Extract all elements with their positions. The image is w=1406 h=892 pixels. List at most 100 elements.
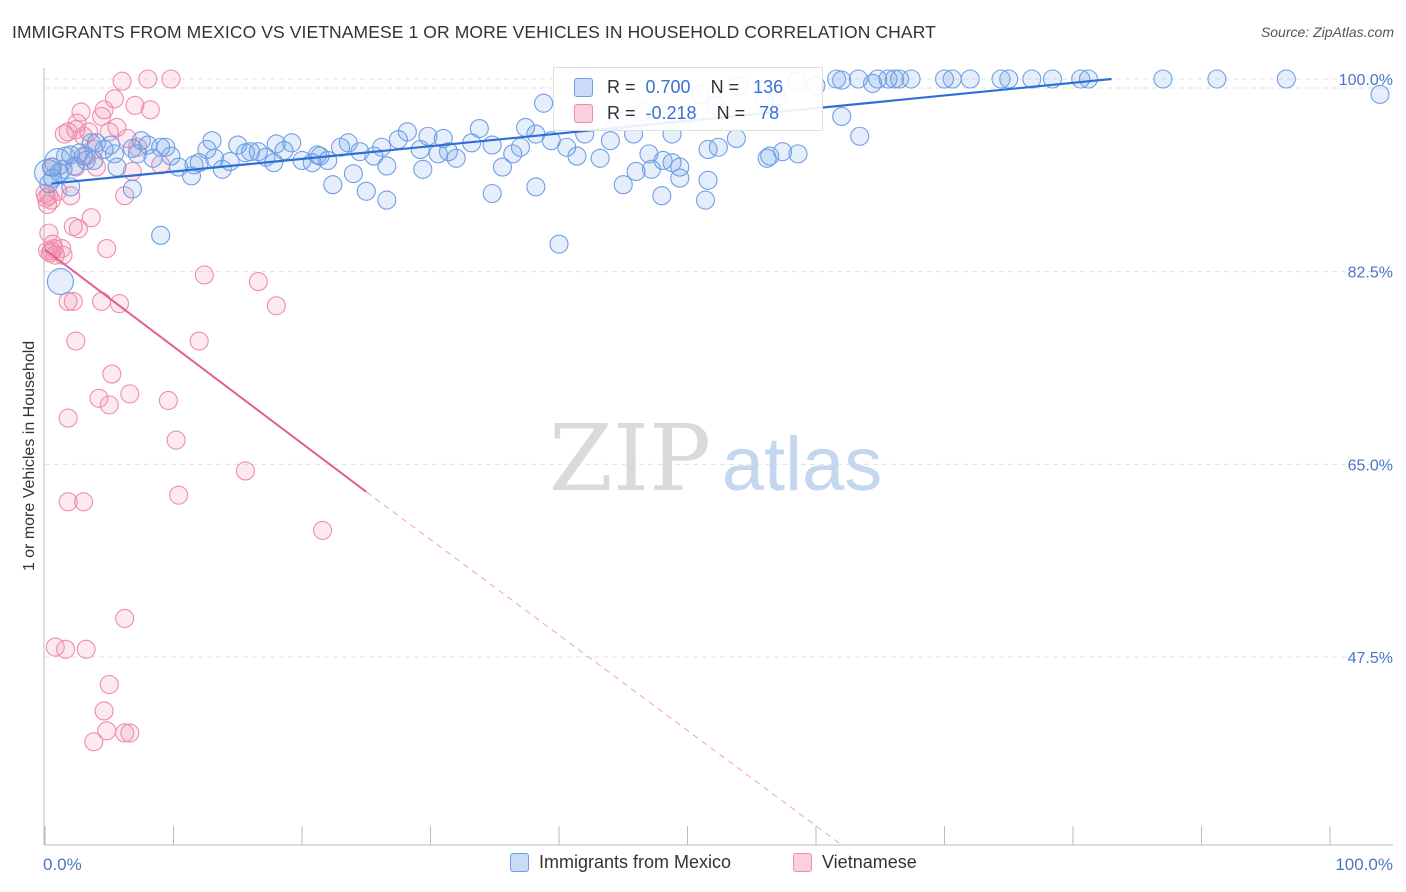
mexico-point xyxy=(590,148,610,168)
mexico-point xyxy=(418,126,438,146)
mexico-point xyxy=(482,183,502,204)
mexico-point xyxy=(503,144,523,164)
y-tick-label: 100.0% xyxy=(1339,72,1393,89)
vietnamese-point xyxy=(39,223,59,243)
mexico-point xyxy=(343,164,363,184)
vietnamese-point xyxy=(115,186,135,206)
vietnamese-point xyxy=(91,291,112,311)
vietnamese-point xyxy=(112,71,132,91)
vietnamese-point xyxy=(97,238,117,259)
mexico-point xyxy=(492,157,513,177)
vietnamese-point xyxy=(63,291,83,311)
mexico-point xyxy=(377,190,397,210)
mexico-point xyxy=(534,93,554,113)
mexico-point xyxy=(107,157,127,177)
mexico-point xyxy=(1207,69,1227,89)
mexico-point xyxy=(1276,69,1296,89)
n-label: N = xyxy=(710,76,740,97)
legend-item-vietnamese[interactable]: Vietnamese xyxy=(793,852,917,873)
r-value: 0.700 xyxy=(645,76,691,97)
mexico-point xyxy=(991,69,1011,89)
mexico-point xyxy=(884,69,904,89)
vietnamese-point xyxy=(158,390,178,411)
mexico-point xyxy=(726,128,746,149)
vietnamese-point xyxy=(169,485,189,505)
mexico-point xyxy=(1370,84,1390,104)
mexico-point xyxy=(868,69,888,89)
y-tick-label: 65.0% xyxy=(1348,457,1393,474)
stats-row-mexico: R = 0.700 N = 136 xyxy=(574,74,783,100)
vietnamese-point xyxy=(194,265,214,285)
mexico-point xyxy=(641,159,662,179)
vietnamese-trend-line xyxy=(44,248,367,493)
vietnamese-point xyxy=(68,219,88,239)
mexico-point xyxy=(613,175,633,195)
vietnamese-point xyxy=(120,384,140,404)
n-label: N = xyxy=(716,102,746,123)
vietnamese-point xyxy=(125,95,145,115)
mexico-point xyxy=(850,126,870,146)
mexico-point xyxy=(960,69,980,89)
vietnamese-point xyxy=(99,395,119,415)
vietnamese-point xyxy=(66,331,86,351)
stats-legend: R = 0.700 N = 136 R = -0.218 N = 78 xyxy=(553,67,823,131)
y-tick-label: 47.5% xyxy=(1348,650,1393,667)
x-tick-left: 0.0% xyxy=(43,855,82,874)
vietnamese-point xyxy=(189,331,209,351)
mexico-point xyxy=(151,225,171,245)
legend-swatch-mexico xyxy=(510,853,529,872)
vietnamese-point xyxy=(71,102,91,122)
mexico-point xyxy=(942,69,962,89)
mexico-point xyxy=(999,69,1019,89)
mexico-point xyxy=(652,186,672,206)
mexico-point xyxy=(446,148,466,168)
chart-title: IMMIGRANTS FROM MEXICO VS VIETNAMESE 1 O… xyxy=(12,22,936,42)
watermark-atlas: atlas xyxy=(722,422,883,507)
mexico-point xyxy=(549,234,569,254)
mexico-point xyxy=(889,69,910,89)
legend-item-mexico[interactable]: Immigrants from Mexico xyxy=(510,852,731,873)
vietnamese-point xyxy=(76,639,96,659)
mexico-point xyxy=(848,69,868,89)
mexico-point xyxy=(708,137,728,157)
x-tick-right: 100.0% xyxy=(1335,855,1393,874)
mexico-point xyxy=(670,157,690,177)
watermark-zip: ZIP xyxy=(549,405,711,512)
vietnamese-point xyxy=(102,364,122,384)
vietnamese-point xyxy=(99,674,119,695)
mexico-point xyxy=(600,131,620,151)
vietnamese-point xyxy=(115,723,135,743)
mexico-point xyxy=(760,146,780,166)
mexico-point xyxy=(212,159,232,179)
vietnamese-point xyxy=(313,520,333,540)
mexico-point xyxy=(76,150,96,171)
n-value: 78 xyxy=(759,102,780,123)
vietnamese-trend-extension xyxy=(365,491,842,846)
legend-swatch-vietnamese xyxy=(793,853,812,872)
mexico-point xyxy=(46,268,74,296)
vietnamese-point xyxy=(248,272,268,292)
vietnamese-point xyxy=(58,408,78,428)
mexico-point xyxy=(241,142,261,162)
mexico-point xyxy=(397,122,417,142)
legend-label-vietnamese: Vietnamese xyxy=(822,852,917,872)
mexico-point xyxy=(510,137,531,157)
mexico-point xyxy=(878,69,898,89)
mexico-point xyxy=(433,128,453,149)
mexico-point xyxy=(202,131,222,151)
mexico-point xyxy=(832,70,852,90)
vietnamese-point xyxy=(235,461,256,481)
watermark: ZIP atlas xyxy=(549,405,882,512)
mexico-point xyxy=(698,170,718,190)
mexico-point xyxy=(86,133,106,153)
vietnamese-point xyxy=(115,608,135,629)
mexico-point xyxy=(413,159,433,179)
source-credit: Source: ZipAtlas.com xyxy=(1260,24,1394,40)
vietnamese-point xyxy=(56,639,76,659)
r-label: R = xyxy=(607,76,636,97)
mexico-point xyxy=(1153,69,1173,89)
vietnamese-point xyxy=(138,69,158,89)
mexico-point xyxy=(626,161,646,182)
vietnamese-point xyxy=(94,701,114,721)
